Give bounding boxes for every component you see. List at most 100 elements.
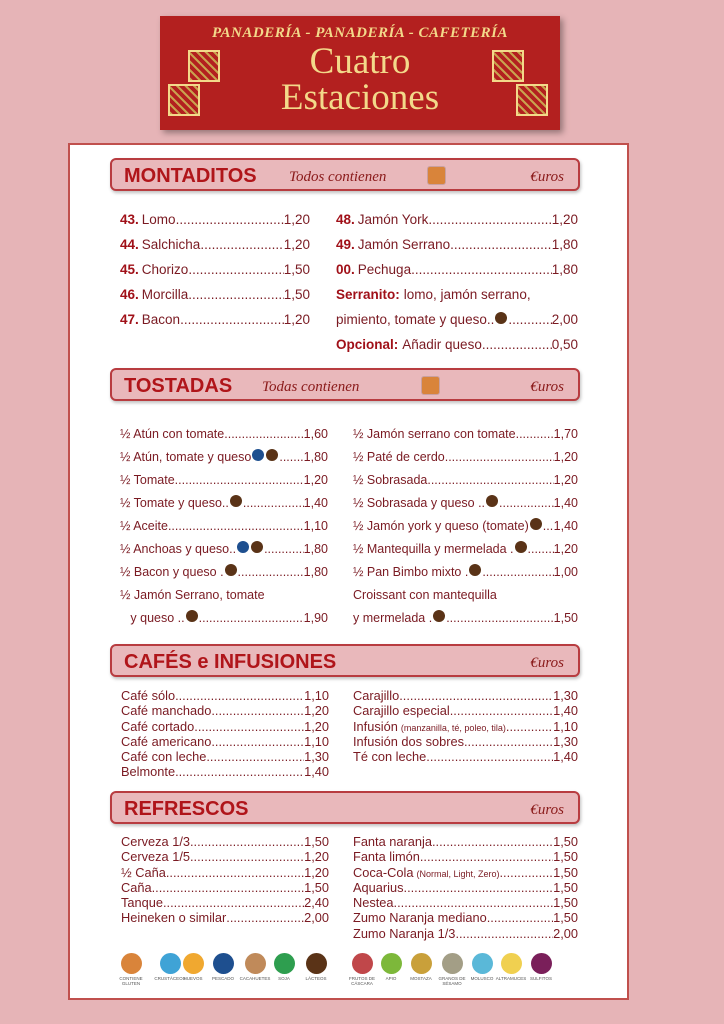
allergen-item: FRUTOS DE CÁSCARA (342, 953, 382, 986)
dot-leader (506, 719, 553, 734)
menu-item: Nestea 1,50 (353, 895, 578, 910)
item-price: 2,00 (553, 925, 578, 941)
huevos-icon (182, 953, 204, 974)
menu-item: ½ Atún con tomate 1,60 (120, 423, 328, 446)
dot-leader (487, 910, 553, 925)
lactose-allergen-icon (224, 564, 237, 576)
item-price: 1,40 (553, 519, 578, 533)
menu-item: ½ Jamón Serrano, tomate (120, 584, 328, 607)
tostadas-left-column: ½ Atún con tomate 1,60 ½ Atún, tomate y qu… (120, 423, 328, 630)
item-name: Caña (121, 879, 152, 895)
menu-item: Cerveza 1/3 1,50 (121, 834, 329, 849)
section-title: TOSTADAS (124, 375, 233, 397)
menu-item: Infusión dos sobres 1,30 (353, 734, 578, 749)
logo-banner: PANADERÍA - PANADERÍA - CAFETERÍA Cuatro… (160, 16, 560, 130)
dot-leader (428, 207, 551, 232)
item-number: 47. (120, 312, 139, 327)
item-price: 1,10 (304, 688, 329, 703)
menu-item: ½ Sobrasada 1,20 (353, 469, 578, 492)
allergen-item: GRANOS DE SÉSAMO (432, 953, 472, 986)
dot-leader (445, 446, 554, 469)
lactose-allergen-icon (514, 541, 527, 553)
dot-leader (206, 749, 304, 764)
item-name: Infusión dos sobres (353, 733, 464, 749)
allergen-label: CRUSTÁCEOS (154, 976, 186, 981)
fish-allergen-icon (252, 449, 265, 461)
item-label: Opcional: (336, 337, 399, 352)
menu-item: y queso .. 1,90 (120, 607, 328, 630)
item-name: Café sólo (121, 688, 176, 703)
item-name: Fanta naranja (353, 834, 432, 849)
allergen-item: ALTRAMUCES (491, 953, 531, 981)
menu-item: Fanta limón 1,50 (353, 849, 578, 864)
allergen-label: GRANOS DE SÉSAMO (438, 976, 466, 986)
menu-item: Fanta naranja 1,50 (353, 834, 578, 849)
item-name: Café americano (121, 733, 212, 749)
item-name: Croissant con mantequilla (353, 588, 497, 602)
dot-leader (175, 688, 304, 703)
section-subtitle: Todas contienen (262, 379, 360, 395)
crust-ceos-icon (159, 953, 181, 974)
item-price: 1,50 (553, 611, 578, 625)
menu-item: 00.Pechuga 1,80 (336, 257, 578, 282)
menu-item: Carajillo 1,30 (353, 688, 578, 703)
item-price: 1,80 (303, 450, 328, 464)
item-name: ½ Jamón Serrano, tomate (120, 588, 265, 602)
menu-item: Café manchado 1,20 (121, 703, 329, 718)
menu-item: ½ Tomate y queso.. 1,40 (120, 492, 328, 515)
menu-item: 47.Bacon 1,20 (120, 307, 310, 332)
logo-name-line2: Estaciones (280, 77, 440, 118)
item-name: Café con leche (121, 749, 207, 765)
allergen-label: CACAHUETES (239, 976, 271, 981)
menu-item: ½ Anchoas y queso.. 1,80 (120, 538, 328, 561)
item-price: 1,20 (283, 237, 310, 252)
lactose-allergen-icon (185, 610, 198, 622)
item-number: 43. (120, 212, 139, 227)
item-name: ½ Pan Bimbo mixto . (353, 565, 469, 579)
lactose-allergen-icon (251, 541, 264, 553)
item-name: ½ Tomate (120, 473, 175, 487)
menu-item: Coca-Cola(Normal, Light, Zero) 1,50 (353, 865, 578, 880)
menu-item: Serranito: lomo, jamón serrano, (336, 282, 578, 307)
dot-leader (152, 880, 304, 895)
allergen-label: HUEVOS (183, 976, 203, 981)
menu-item: ½ Bacon y queso . 1,80 (120, 561, 328, 584)
dot-leader (482, 561, 553, 584)
lactose-allergen-icon (469, 564, 482, 576)
item-name: Fanta limón (353, 849, 420, 865)
menu-item: Heineken o similar 2,00 (121, 910, 329, 925)
dot-leader (482, 332, 552, 357)
item-name: pimiento, tomate y queso.. (336, 312, 495, 327)
lactose-allergen-icon (229, 495, 242, 507)
item-price: 1,20 (304, 703, 329, 719)
item-name: Zumo Naranja 1/3 (353, 925, 456, 941)
item-name: Café manchado (121, 703, 212, 719)
allergen-label: CONTIENE GLUTEN (119, 976, 143, 986)
item-number: 49. (336, 237, 355, 252)
item-price: 1,50 (553, 879, 578, 895)
item-price: 1,80 (303, 565, 328, 579)
item-name: Infusión (353, 718, 398, 734)
lactose-allergen-icon (529, 518, 542, 530)
menu-item: ½ Tomate 1,20 (120, 469, 328, 492)
menu-item: ½ Mantequilla y mermelada . 1,20 (353, 538, 578, 561)
item-price: 1,20 (283, 312, 310, 327)
item-name: ½ Atún con tomate (120, 427, 225, 441)
allergen-label: ALTRAMUCES (495, 976, 527, 981)
soja-icon (273, 953, 295, 974)
item-price: 1,50 (553, 834, 578, 849)
allergen-item: CRUSTÁCEOS (150, 953, 190, 981)
item-name: lomo, jamón serrano, (403, 287, 531, 302)
item-price: 1,40 (304, 764, 329, 780)
menu-item: Café americano 1,10 (121, 734, 329, 749)
logo-tagline: PANADERÍA - PANADERÍA - CAFETERÍA (211, 25, 509, 41)
menu-item: ½ Paté de cerdo 1,20 (353, 446, 578, 469)
item-note: (Normal, Light, Zero) (416, 868, 500, 879)
item-name: Cerveza 1/3 (121, 834, 190, 849)
item-name: ½ Jamón serrano con tomate (353, 427, 516, 441)
item-price: 1,50 (553, 910, 578, 926)
allergen-item: APIO (371, 953, 411, 981)
item-name: Lomo (141, 212, 176, 227)
